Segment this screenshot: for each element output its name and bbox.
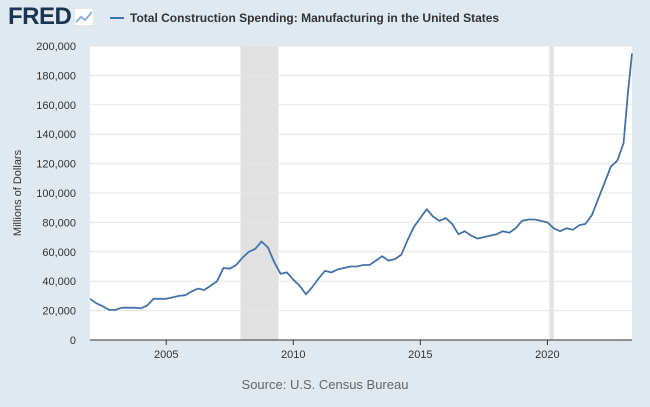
- y-axis-ticks: 0 20,000 40,000 60,000 80,000 100,000 120,000 1…: [36, 41, 76, 347]
- y-axis-label: Millions of Dollars: [12, 149, 24, 236]
- grid-lines: [90, 45, 632, 341]
- x-tick-label: 2005: [154, 349, 178, 361]
- y-tick-label: 60,000: [42, 247, 76, 259]
- y-tick-label: 40,000: [42, 276, 76, 288]
- fred-logo[interactable]: FRED: [8, 3, 95, 30]
- y-tick-label: 140,000: [36, 129, 76, 141]
- y-tick-label: 160,000: [36, 100, 76, 112]
- x-axis-ticks: 2005 2010 2015 2020: [154, 340, 560, 361]
- y-tick-label: 120,000: [36, 159, 76, 171]
- y-tick-label: 20,000: [42, 306, 76, 318]
- source-note: Source: U.S. Census Bureau: [241, 377, 409, 392]
- y-tick-label: 180,000: [36, 70, 76, 82]
- y-tick-label: 100,000: [36, 188, 76, 200]
- series-line: [89, 53, 633, 311]
- series-layer: [89, 53, 633, 311]
- legend-series-name: Total Construction Spending: Manufacturi…: [130, 11, 500, 25]
- legend: Total Construction Spending: Manufacturi…: [110, 11, 499, 25]
- y-tick-label: 80,000: [42, 217, 76, 229]
- chart-header: FRED Total Construction Spending: Manufa…: [0, 0, 650, 36]
- logo-text: FRED: [8, 3, 72, 30]
- y-tick-label: 200,000: [36, 41, 76, 53]
- x-tick-label: 2015: [408, 349, 432, 361]
- legend-swatch: [110, 17, 124, 19]
- line-chart-icon: [74, 8, 95, 26]
- line-chart: 0 20,000 40,000 60,000 80,000 100,000 120,000 1…: [12, 41, 633, 361]
- y-tick-label: 0: [70, 335, 76, 347]
- x-tick-label: 2020: [535, 349, 559, 361]
- x-tick-label: 2010: [281, 349, 305, 361]
